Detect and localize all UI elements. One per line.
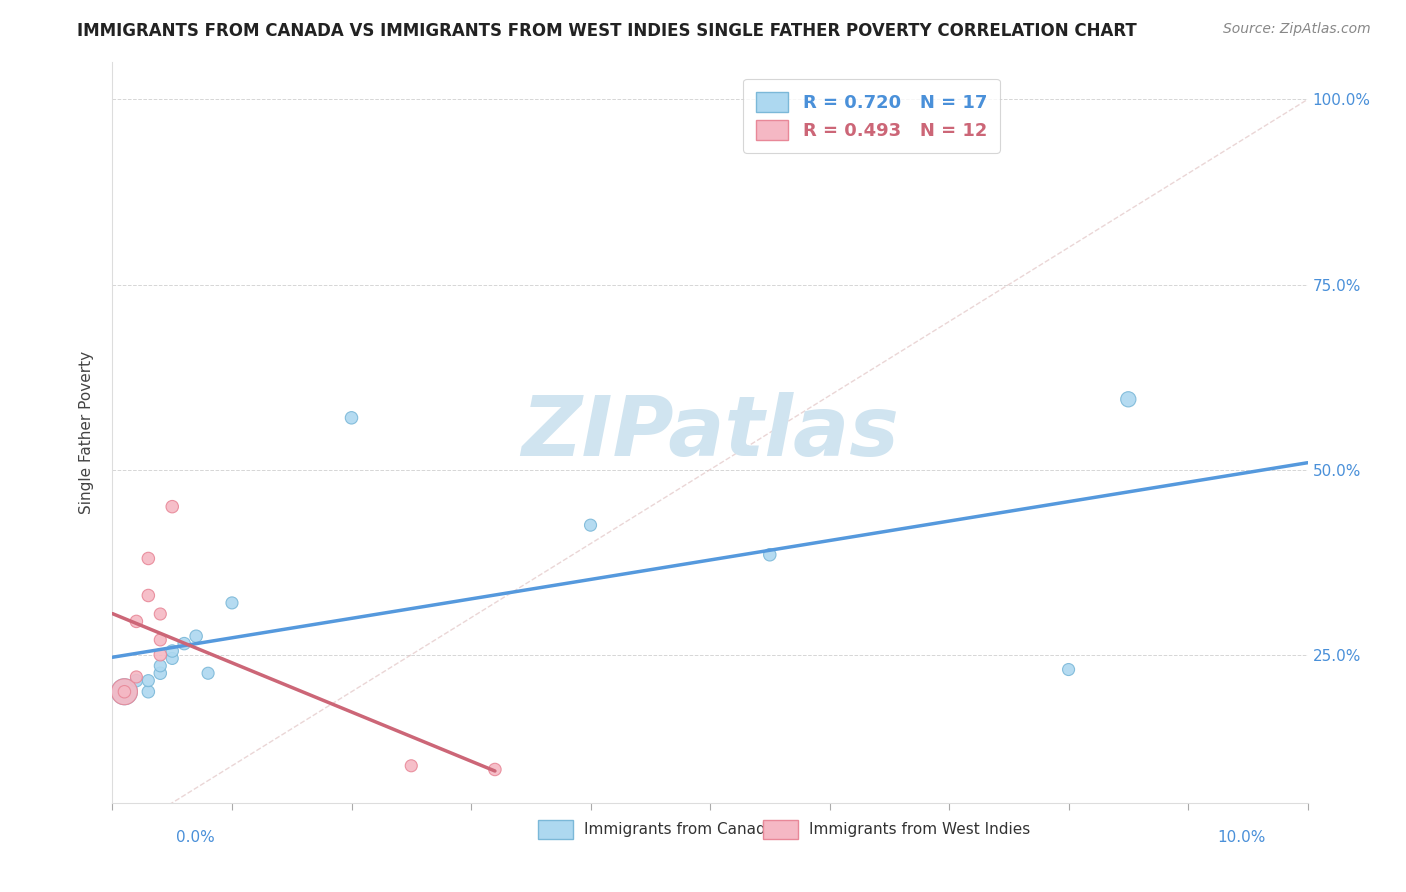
Point [186,629,208,643]
Legend: R = 0.720   N = 17, R = 0.493   N = 12: R = 0.720 N = 17, R = 0.493 N = 12 [744,78,1000,153]
Point [221,596,243,610]
Point [138,685,160,699]
Text: Source: ZipAtlas.com: Source: ZipAtlas.com [1223,22,1371,37]
Text: 0.0%: 0.0% [176,830,215,845]
Point [138,551,160,566]
Text: ZIPatlas: ZIPatlas [522,392,898,473]
Point [149,607,172,621]
Point [125,670,148,684]
Text: Immigrants from West Indies: Immigrants from West Indies [810,822,1031,837]
Point [125,673,148,688]
Y-axis label: Single Father Poverty: Single Father Poverty [79,351,94,514]
Text: IMMIGRANTS FROM CANADA VS IMMIGRANTS FROM WEST INDIES SINGLE FATHER POVERTY CORR: IMMIGRANTS FROM CANADA VS IMMIGRANTS FRO… [77,22,1137,40]
Point [162,500,183,514]
Point [162,644,183,658]
Text: Immigrants from Canada: Immigrants from Canada [585,822,775,837]
Point [149,658,172,673]
Point [484,763,506,777]
Point [149,666,172,681]
Point [114,685,135,699]
Point [162,651,183,665]
Point [173,637,195,651]
Point [114,685,135,699]
Point [125,615,148,629]
Point [1118,392,1140,407]
Point [759,548,782,562]
Point [138,589,160,603]
Point [579,518,602,533]
Point [401,758,423,772]
Point [197,666,219,681]
Point [1057,663,1080,677]
Point [138,673,160,688]
Point [149,632,172,647]
Point [114,685,135,699]
Point [149,648,172,662]
Point [340,410,363,425]
Text: 10.0%: 10.0% [1218,830,1265,845]
